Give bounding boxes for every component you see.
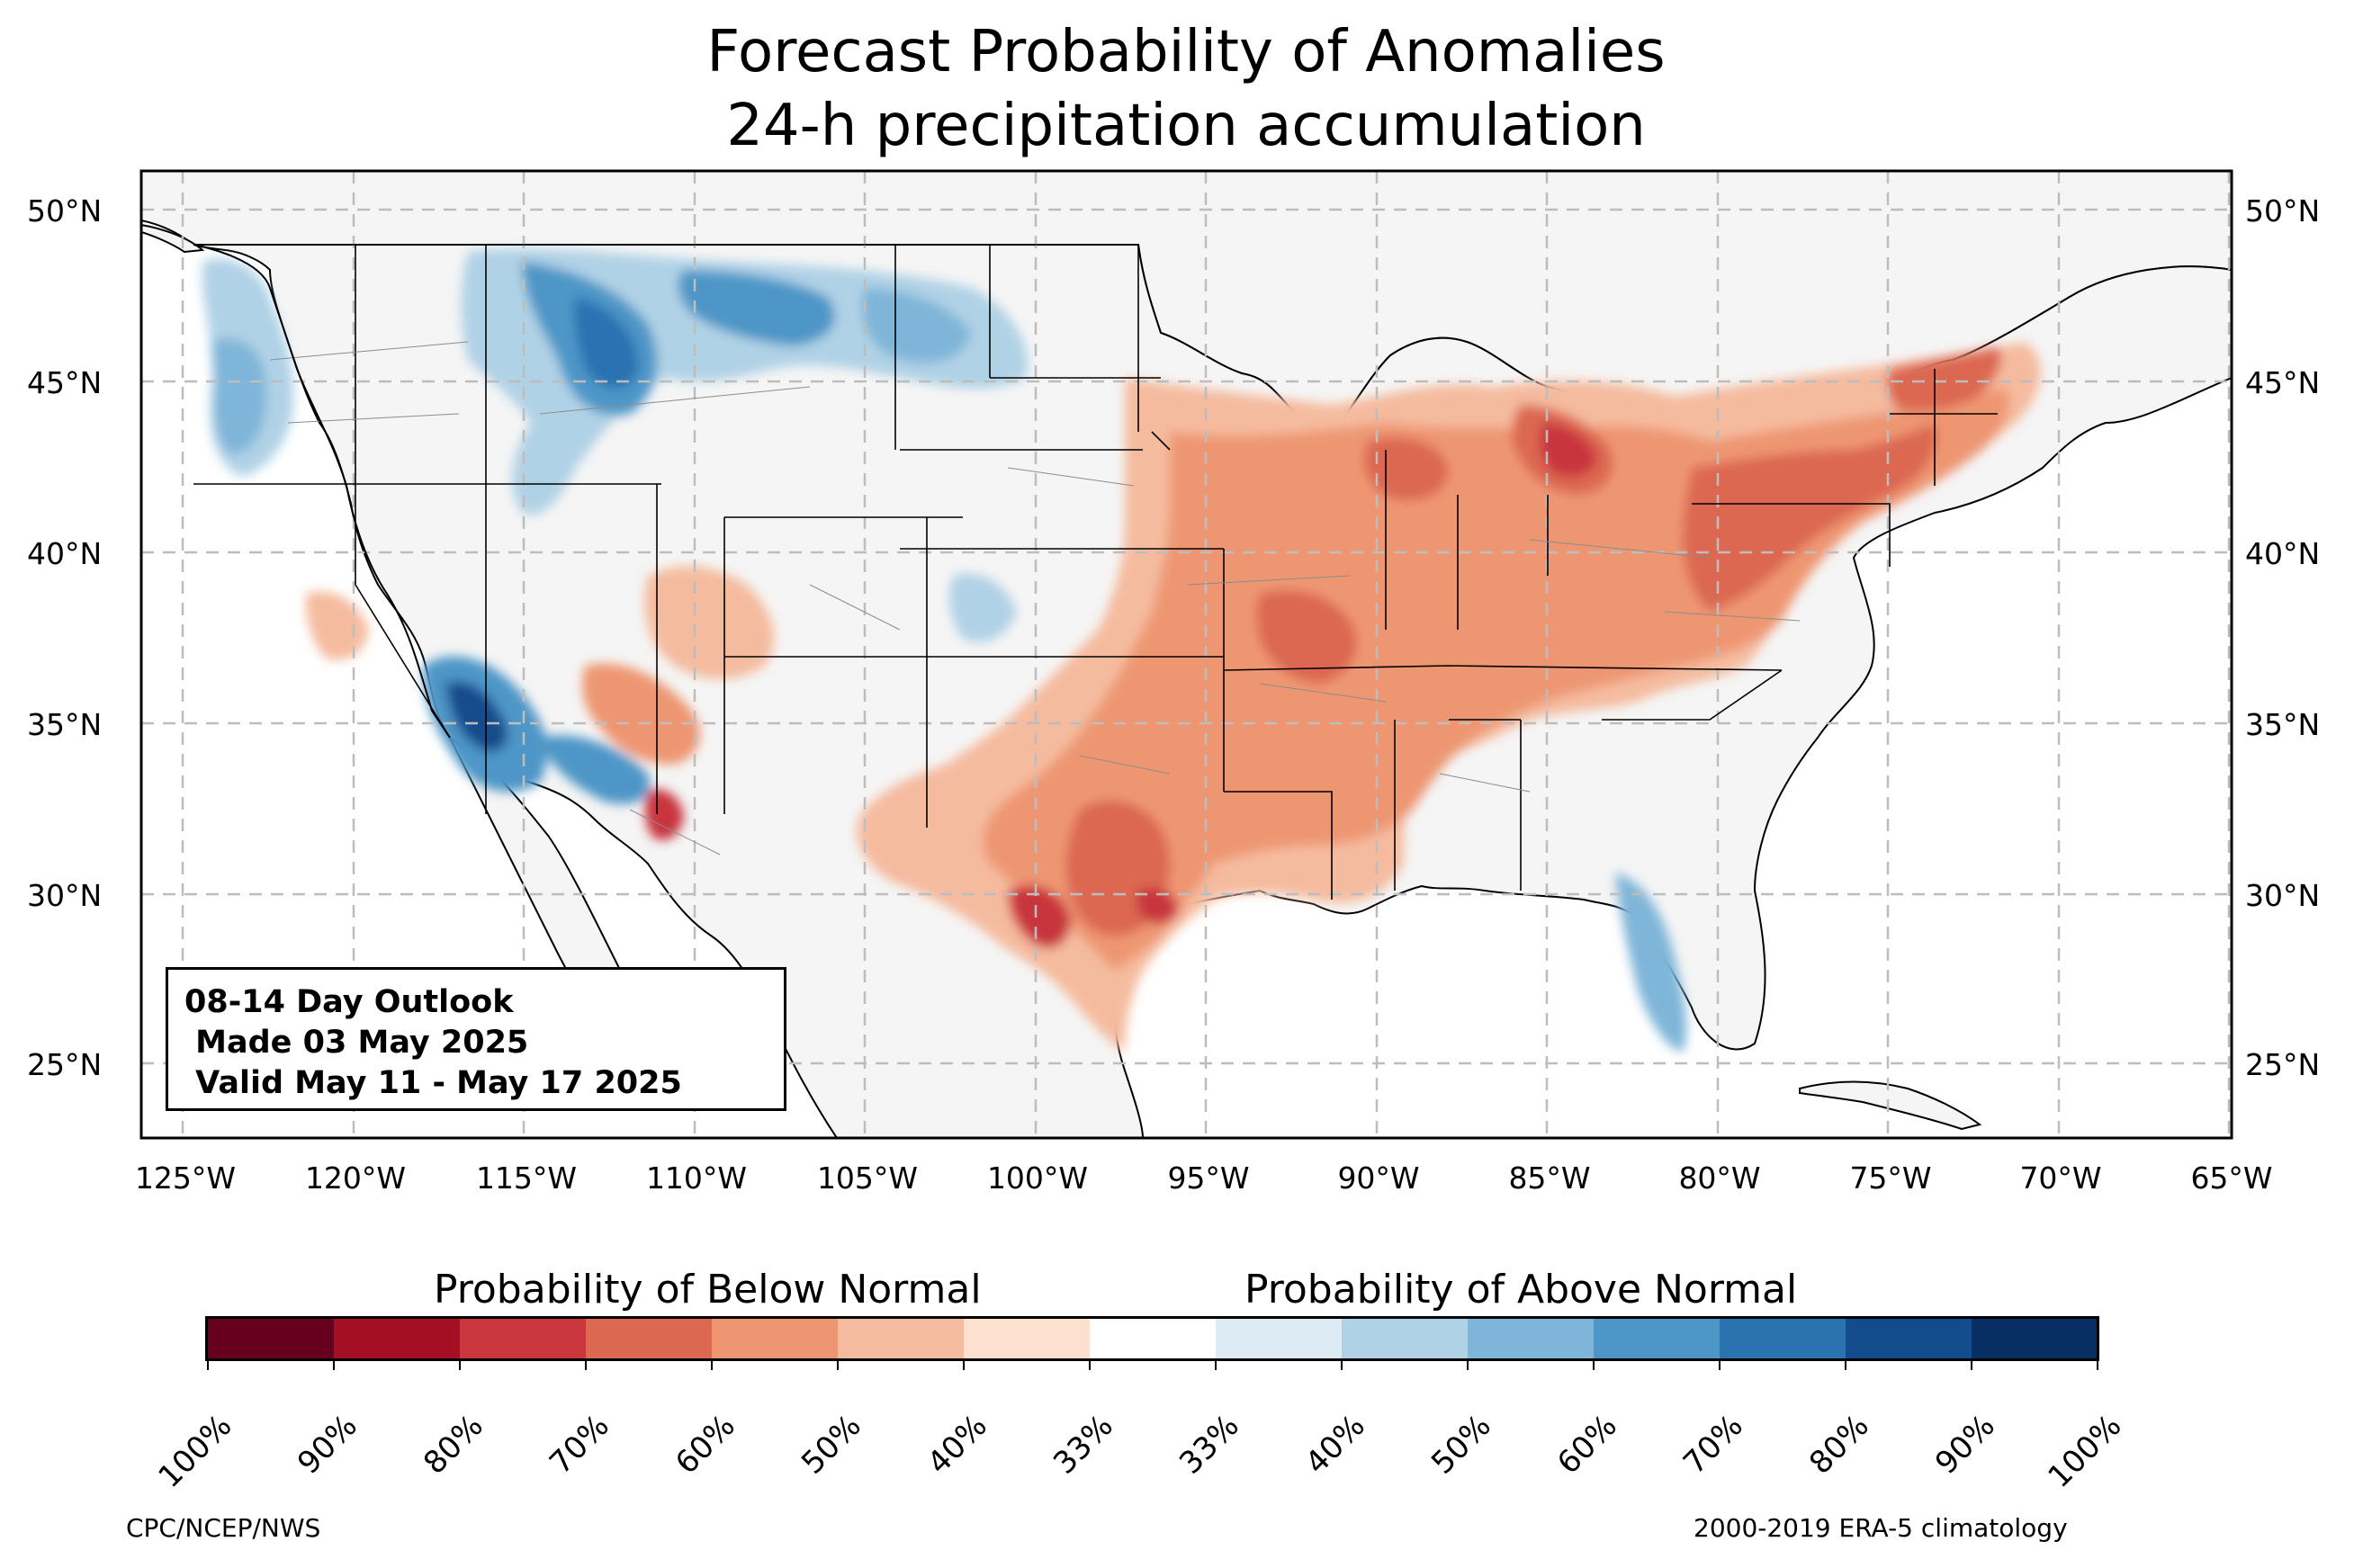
- footer-source: CPC/NCEP/NWS: [126, 1513, 321, 1543]
- outlook-made-date: Made 03 May 2025: [184, 1025, 529, 1061]
- outlook-valid-range: Valid May 11 - May 17 2025: [184, 1065, 682, 1101]
- colorbar-swatch: [1972, 1319, 2098, 1358]
- vancouver-island-land: [141, 223, 205, 254]
- lat-label-right: 40°N: [2245, 536, 2321, 571]
- lat-label-right: 35°N: [2245, 707, 2321, 742]
- colorbar-swatch: [334, 1319, 461, 1358]
- lon-label: 110°W: [645, 1160, 748, 1196]
- colorbar-swatch: [1090, 1319, 1217, 1358]
- lat-label-right: 50°N: [2245, 193, 2321, 228]
- lon-label: 95°W: [1167, 1160, 1250, 1196]
- lon-label: 70°W: [2019, 1160, 2102, 1196]
- colorbar-swatch: [1468, 1319, 1595, 1358]
- colorbar-swatch: [1216, 1319, 1343, 1358]
- footer-climatology: 2000-2019 ERA-5 climatology: [1694, 1513, 2068, 1543]
- probability-shading: [202, 248, 2042, 1053]
- cuba-land: [1799, 1080, 1982, 1131]
- lon-label: 75°W: [1849, 1160, 1932, 1196]
- colorbar-swatch: [208, 1319, 335, 1358]
- colorbar-swatch: [838, 1319, 965, 1358]
- lon-label: 85°W: [1508, 1160, 1591, 1196]
- lon-label: 80°W: [1678, 1160, 1761, 1196]
- colorbar: [205, 1316, 2099, 1370]
- lat-label-left: 50°N: [27, 193, 103, 228]
- state-boundaries: [193, 244, 1998, 900]
- lon-label: 90°W: [1337, 1160, 1420, 1196]
- coastline: [193, 244, 451, 739]
- colorbar-swatch: [460, 1319, 587, 1358]
- map-frame: [139, 169, 2233, 1140]
- lon-label: 115°W: [475, 1160, 578, 1196]
- lat-label-right: 25°N: [2245, 1047, 2321, 1082]
- lat-label-right: 30°N: [2245, 878, 2321, 913]
- lon-label: 100°W: [986, 1160, 1089, 1196]
- outlook-period: 08-14 Day Outlook: [184, 984, 514, 1020]
- lon-label: 105°W: [816, 1160, 919, 1196]
- lat-label-left: 40°N: [27, 536, 103, 571]
- lat-label-left: 30°N: [27, 878, 103, 913]
- map-title: Forecast Probability of Anomalies: [706, 19, 1666, 85]
- lon-label: 125°W: [134, 1160, 237, 1196]
- colorbar-swatch: [712, 1319, 839, 1358]
- lon-label: 120°W: [304, 1160, 407, 1196]
- lon-label: 65°W: [2190, 1160, 2273, 1196]
- colorbar-swatch: [1594, 1319, 1721, 1358]
- colorbar-swatch: [964, 1319, 1091, 1358]
- lat-label-left: 45°N: [27, 365, 103, 400]
- colorbar-above-label: Probability of Above Normal: [1244, 1267, 1798, 1313]
- colorbar-swatch: [586, 1319, 713, 1358]
- outlook-info-box: 08-14 Day Outlook Made 03 May 2025 Valid…: [166, 967, 786, 1111]
- lat-label-right: 45°N: [2245, 365, 2321, 400]
- gridlines: [141, 171, 2232, 1138]
- lat-label-left: 35°N: [27, 707, 103, 742]
- lat-label-left: 25°N: [27, 1047, 103, 1082]
- map-subtitle: 24-h precipitation accumulation: [726, 93, 1646, 159]
- colorbar-swatch: [1342, 1319, 1469, 1358]
- colorbar-swatch: [1720, 1319, 1846, 1358]
- county-lines: [269, 341, 1801, 856]
- colorbar-below-label: Probability of Below Normal: [434, 1267, 982, 1313]
- colorbar-swatch: [1846, 1319, 1972, 1358]
